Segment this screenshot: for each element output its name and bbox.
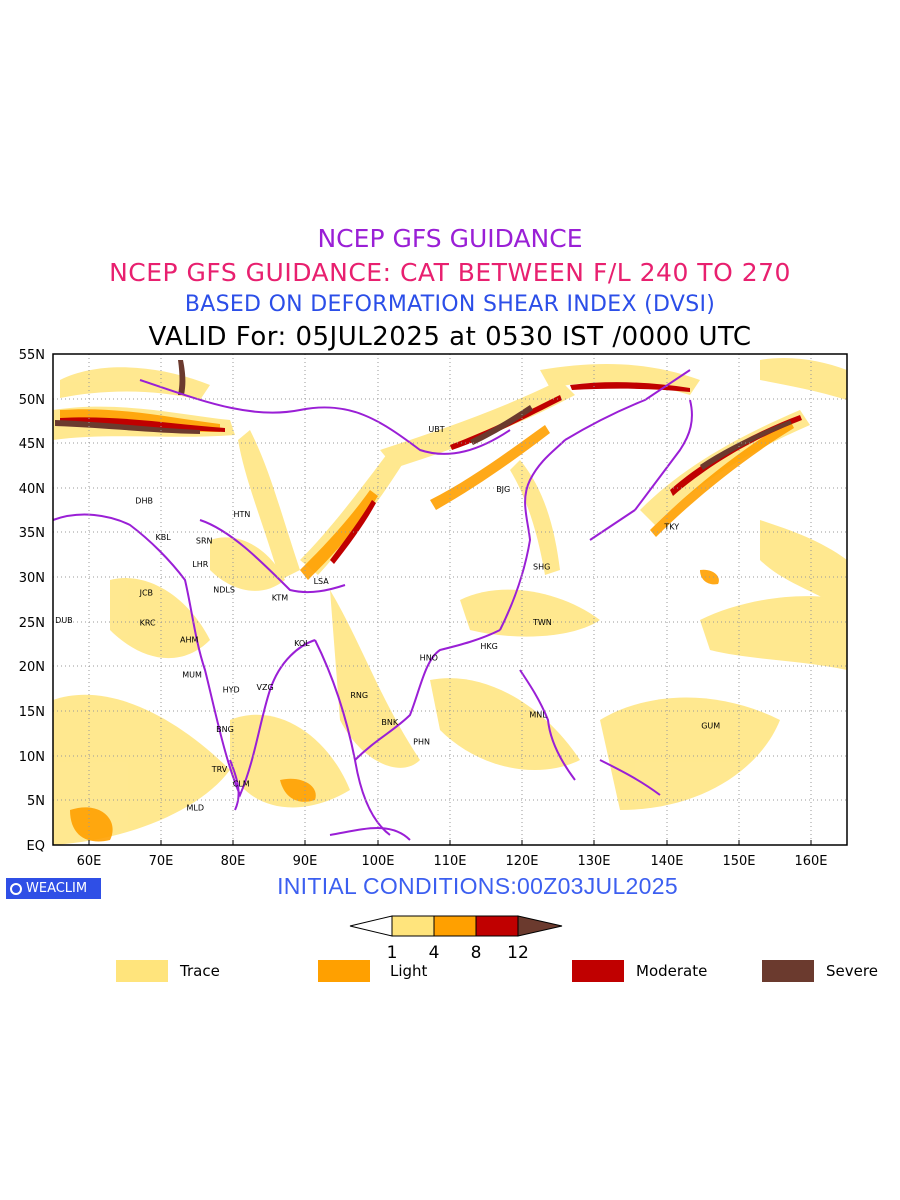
weaclim-logo: WEACLIM — [6, 878, 101, 899]
product-title: NCEP GFS GUIDANCE: CAT BETWEEN F/L 240 T… — [109, 258, 791, 287]
turbulence-map: 55N 50N 45N 40N 35N 30N 25N 20N 15N 10N … — [19, 348, 848, 865]
valid-time-title: VALID For: 05JUL2025 at 0530 IST /0000 U… — [148, 322, 752, 352]
legend-label: Severe — [826, 962, 878, 980]
city-label-ktm: KTM — [272, 594, 289, 603]
city-label-dub: DUB — [55, 616, 73, 625]
city-label-bnk: BNK — [381, 718, 398, 727]
city-label-hyd: HYD — [223, 686, 240, 695]
lon-label: 120E — [505, 854, 538, 865]
city-label-vzg: VZG — [257, 683, 274, 692]
legend-swatch-moderate — [572, 960, 624, 982]
colorbar-segment-moderate — [475, 915, 519, 937]
lon-label: 60E — [77, 854, 102, 865]
city-label-dhb: DHB — [135, 496, 153, 505]
lon-label: 80E — [221, 854, 246, 865]
city-label-twn: TWN — [532, 618, 552, 627]
lat-label: 45N — [19, 437, 45, 452]
initial-conditions-label: INITIAL CONDITIONS:00Z03JUL2025 — [277, 873, 678, 899]
lat-label: 25N — [19, 616, 45, 631]
lon-label: 100E — [361, 854, 394, 865]
lon-label: 150E — [722, 854, 755, 865]
colorbar: 1 4 8 12 — [349, 915, 563, 962]
city-label-hkg: HKG — [480, 642, 497, 651]
lon-label: 90E — [293, 854, 318, 865]
lon-label: 70E — [149, 854, 174, 865]
city-label-ahm: AHM — [180, 636, 198, 645]
colorbar-segment-trace — [391, 915, 435, 937]
shading-layer — [53, 358, 847, 845]
city-label-mld: MLD — [187, 804, 205, 813]
main-title: NCEP GFS GUIDANCE — [317, 224, 583, 253]
lat-label: 40N — [19, 482, 45, 497]
city-label-bng: BNG — [216, 725, 234, 734]
city-label-lsa: LSA — [314, 577, 330, 586]
colorbar-high-arrow — [517, 915, 563, 937]
city-label-ubt: UBT — [428, 425, 444, 434]
legend-label: Moderate — [636, 962, 708, 980]
legend-swatch-light — [318, 960, 370, 982]
lat-label: 30N — [19, 571, 45, 586]
city-label-gum: GUM — [701, 721, 720, 730]
city-label-mum: MUM — [182, 670, 202, 679]
method-subtitle: BASED ON DEFORMATION SHEAR INDEX (DVSI) — [184, 292, 716, 317]
lon-label: 140E — [650, 854, 683, 865]
lat-label: 55N — [19, 348, 45, 363]
colorbar-tick: 1 — [387, 943, 398, 962]
city-label-tky: TKY — [663, 522, 679, 531]
copyright-icon — [10, 882, 22, 895]
lon-label: 110E — [433, 854, 466, 865]
lat-label: 5N — [27, 794, 45, 809]
city-label-jcb: JCB — [139, 588, 153, 597]
lon-label: 130E — [577, 854, 610, 865]
legend-swatch-severe — [762, 960, 814, 982]
brand-label: WEACLIM — [26, 881, 88, 896]
city-label-mnl: MNL — [529, 711, 547, 720]
city-label-shg: SHG — [533, 562, 550, 571]
colorbar-segment-light — [433, 915, 477, 937]
city-label-clm: CLM — [233, 779, 250, 788]
colorbar-tick: 8 — [471, 943, 482, 962]
axis-ticks — [88, 840, 812, 845]
city-labels: UBT BJG DHB HTN KBL SRN TKY SHG LSA LHR JCB NDLS KTM… — [55, 425, 720, 813]
legend-label: Trace — [180, 962, 220, 980]
lat-label: 10N — [19, 750, 45, 765]
lat-label: 15N — [19, 705, 45, 720]
city-label-srn: SRN — [196, 537, 213, 546]
city-label-kbl: KBL — [155, 533, 171, 542]
city-label-trv: TRV — [211, 765, 228, 774]
legend-swatch-trace — [116, 960, 168, 982]
city-label-bjg: BJG — [496, 485, 510, 494]
legend-label: Light — [390, 962, 428, 980]
city-label-phn: PHN — [413, 737, 430, 746]
lat-label: 20N — [19, 660, 45, 675]
grid — [53, 354, 847, 845]
city-label-rng: RNG — [350, 691, 368, 700]
lat-label: EQ — [27, 839, 45, 854]
longitude-labels: 60E 70E 80E 90E 100E 110E 120E 130E 140E… — [77, 854, 828, 865]
colorbar-low-arrow — [349, 915, 393, 937]
coastlines — [53, 369, 693, 841]
city-label-lhr: LHR — [192, 560, 208, 569]
latitude-labels: 55N 50N 45N 40N 35N 30N 25N 20N 15N 10N … — [19, 348, 45, 854]
lat-label: 35N — [19, 526, 45, 541]
city-label-krc: KRC — [140, 619, 156, 628]
city-label-hno: HNO — [420, 654, 438, 663]
colorbar-tick: 12 — [507, 943, 529, 962]
lon-label: 160E — [794, 854, 827, 865]
lat-label: 50N — [19, 393, 45, 408]
colorbar-tick: 4 — [429, 943, 440, 962]
city-label-ndls: NDLS — [213, 586, 235, 595]
city-label-kol: KOL — [294, 639, 310, 648]
city-label-htn: HTN — [233, 510, 250, 519]
